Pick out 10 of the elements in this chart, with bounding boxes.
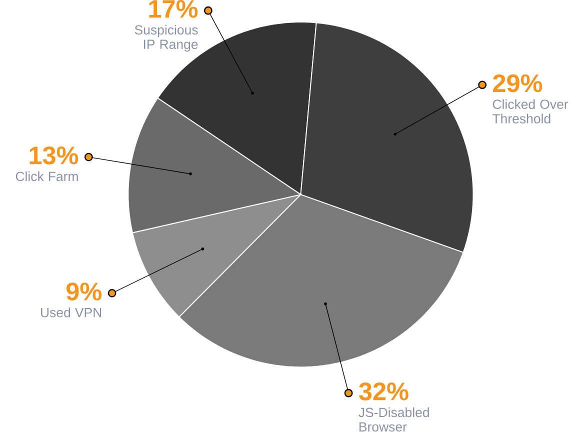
slice-label: Clicked Over Threshold	[492, 99, 568, 124]
data-label: 9%	[66, 282, 102, 301]
slice-label: Used VPN	[41, 308, 102, 318]
slice-label: Suspicious IP Range	[134, 25, 198, 52]
data-label: 32%	[359, 382, 408, 401]
data-label: 29%	[493, 74, 542, 92]
slice-label: Click Farm	[16, 172, 78, 182]
slice-label: JS-Disabled Browser	[358, 408, 429, 432]
data-label: 13%	[30, 146, 78, 165]
data-label: 17%	[149, 0, 198, 18]
